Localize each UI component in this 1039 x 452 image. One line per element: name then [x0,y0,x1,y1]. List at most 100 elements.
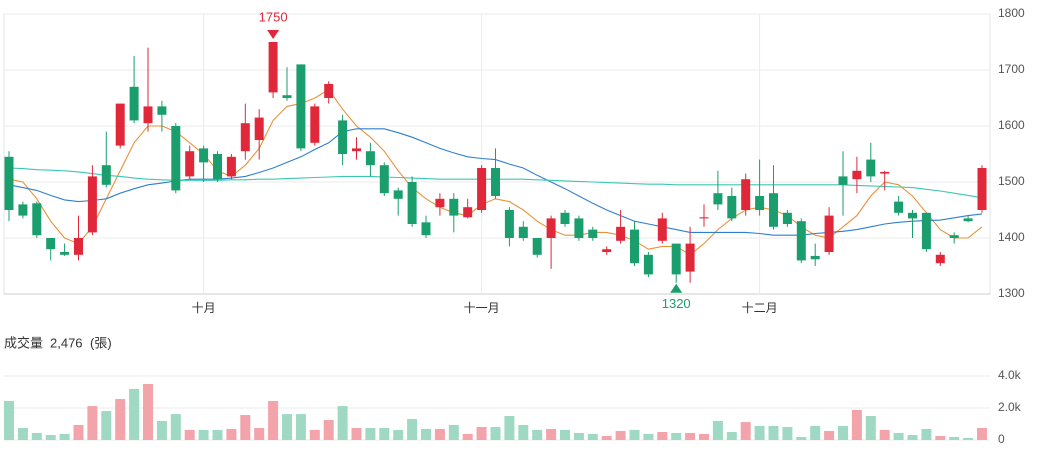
volume-bar [421,428,431,440]
y-tick-label: 1500 [998,174,1025,188]
volume-bar [893,432,904,440]
volume-bar [115,399,126,440]
candle-body [254,117,264,140]
candle-body [518,226,528,238]
candle-body [60,252,70,255]
x-tick-label: 十一月 [464,301,500,315]
candle-body [560,212,570,224]
candle-body [713,193,723,205]
candle-body [352,148,361,152]
candle-body [977,168,987,210]
volume-tick-label: 2.0k [998,400,1022,414]
candle-body [574,218,584,238]
volume-bar [546,428,557,440]
volume-bar [671,432,682,440]
volume-bar [587,433,598,440]
candle-body [268,42,278,93]
candle-body [866,159,876,177]
candle-body [741,179,751,210]
candle-body [796,221,806,261]
candle-body [949,235,959,238]
candle-body [199,148,209,163]
volume-title: 成交量 [4,335,43,350]
candle-body [643,254,653,275]
volume-tick-label: 0 [998,432,1005,446]
candle-body [185,151,195,177]
candle-body [365,151,375,166]
candle-body [908,212,917,219]
volume-bar [838,425,848,440]
candle-body [671,243,681,275]
candle-body [782,212,792,224]
x-tick-label: 十二月 [742,301,778,315]
candle-body [310,106,320,143]
candle-body [435,198,445,208]
volume-bar [782,427,793,440]
volume-bar [295,414,306,440]
volume-bar [824,431,835,440]
candle-body [616,226,626,241]
volume-bar [810,425,821,440]
volume-bar [935,436,946,440]
volume-current: 2,476 [50,335,83,350]
volume-bar [963,437,974,440]
y-tick-label: 1300 [998,286,1025,300]
candle-body [630,229,639,264]
volume-bar [268,400,279,440]
volume-bar [87,406,98,440]
volume-bar [851,409,862,440]
candle-body [101,165,111,185]
candle-body [129,86,139,121]
candle-body [421,222,431,236]
low-marker-label: 1320 [662,296,691,311]
candle-body [685,243,695,272]
volume-bar [921,428,932,440]
candle-body [157,106,167,115]
volume-bar [949,436,960,440]
candle-body [755,196,765,210]
volume-bar [448,424,459,440]
volume-bar [532,429,543,440]
plot-frame [3,13,991,295]
volume-bar [629,429,640,440]
volume-bar [712,420,723,440]
volume-bar [768,425,779,440]
candle-body [546,218,556,238]
candle-body [504,210,514,238]
volume-bar [754,425,765,440]
volume-bar [143,384,153,440]
volume-bar [504,416,515,440]
candle-body [338,120,348,154]
candle-body [852,170,862,180]
volume-bar [17,428,28,440]
candle-body [115,103,125,146]
volume-bar [337,406,348,440]
y-tick-label: 1400 [998,230,1025,244]
candle-body [324,84,334,98]
volume-bar [393,429,404,440]
candle-body [74,238,83,255]
candle-body [143,106,153,124]
high-marker-arrow [267,30,280,39]
candle-body [921,212,931,250]
volume-bar [615,431,626,440]
volume-tick-label: 4.0k [998,368,1022,382]
candle-body [32,203,42,236]
volume-bar [407,419,418,440]
candle-body [87,176,97,233]
volume-bar [4,400,14,440]
volume-bar [184,429,195,440]
volume-bar [560,429,570,440]
volume-bar [129,388,140,440]
volume-bar [379,428,390,440]
candle-body [810,255,820,260]
candle-body [588,229,598,238]
volume-bar [699,433,709,440]
candle-body [282,95,292,98]
volume-bar [462,433,473,440]
volume-bar [309,429,320,440]
candle-body [46,238,56,250]
volume-bar [73,424,84,440]
